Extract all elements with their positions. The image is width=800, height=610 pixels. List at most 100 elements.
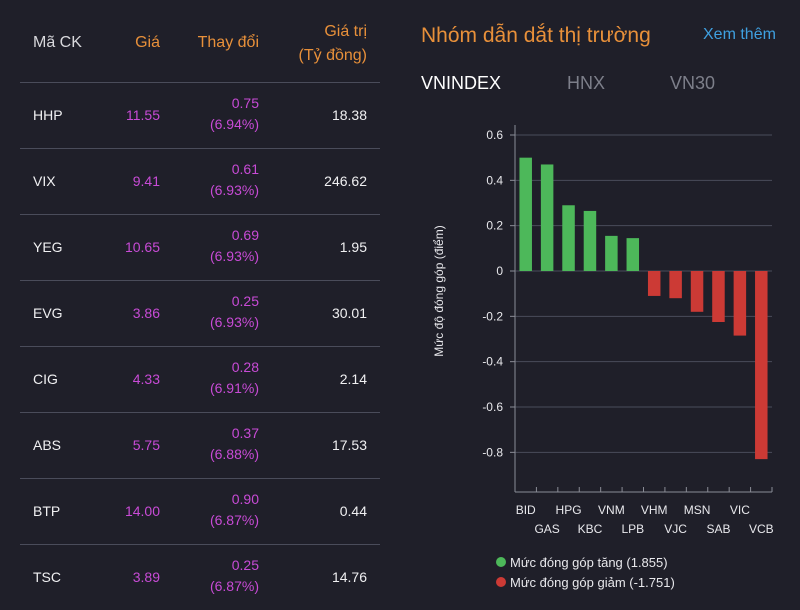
stock-code: HHP xyxy=(33,107,63,123)
bar-kbc[interactable] xyxy=(583,210,597,271)
green-dot-icon xyxy=(496,557,506,567)
change-percent: (6.93%) xyxy=(209,248,259,264)
table-row[interactable]: ABS 5.75 0.37 (6.88%) 17.53 xyxy=(20,413,380,479)
x-tick-label: LPB xyxy=(621,522,644,536)
bar-hpg[interactable] xyxy=(562,205,575,271)
contribution-chart: 0.6 0.4 0.2 0 -0.2 -0.4 -0.6 -0.8 Mức độ đóng gó… xyxy=(432,125,774,536)
bar-sab[interactable] xyxy=(712,271,725,322)
change-value: 0.69 xyxy=(231,227,259,243)
legend-label-decrease: Mức đóng góp giảm (-1.751) xyxy=(510,574,675,590)
stock-code: EVG xyxy=(33,305,63,321)
legend-label-increase: Mức đóng góp tăng (1.855) xyxy=(510,554,668,570)
stock-change: 0.25 (6.87%) xyxy=(210,555,259,597)
table-row[interactable]: VIX 9.41 0.61 (6.93%) 246.62 xyxy=(20,149,380,215)
trade-value: 2.14 xyxy=(339,371,367,387)
stock-code: ABS xyxy=(33,437,62,453)
x-tick-label: KBC xyxy=(578,522,603,536)
tab-vnindex[interactable]: VNINDEX xyxy=(421,73,502,93)
change-percent: (6.87%) xyxy=(209,512,259,528)
legend-item-increase[interactable]: Mức đóng góp tăng (1.855) xyxy=(496,552,675,572)
table-row[interactable]: EVG 3.86 0.25 (6.93%) 30.01 xyxy=(20,281,380,347)
header-code[interactable]: Mã CK xyxy=(33,34,82,51)
header-change[interactable]: Thay đổi xyxy=(197,34,259,51)
chart-legend: Mức đóng góp tăng (1.855) Mức đóng góp g… xyxy=(496,552,675,592)
bar-vhm[interactable] xyxy=(647,271,661,296)
header-value[interactable]: Giá trị (Tỷ đồng) xyxy=(299,20,367,68)
red-dot-icon xyxy=(496,577,506,587)
stock-price: 5.75 xyxy=(132,437,160,453)
change-value: 0.28 xyxy=(231,359,259,375)
x-tick-label: SAB xyxy=(706,522,730,536)
trade-value: 0.44 xyxy=(339,503,367,519)
bar-bid[interactable] xyxy=(519,157,532,271)
stock-change: 0.28 (6.91%) xyxy=(210,357,259,399)
stock-code: TSC xyxy=(33,569,61,585)
change-value: 0.90 xyxy=(231,491,259,507)
x-tick-label: VHM xyxy=(641,503,668,517)
stock-code: CIG xyxy=(33,371,58,387)
tab-hnx[interactable]: HNX xyxy=(567,73,606,93)
bar-vnm[interactable] xyxy=(605,235,618,271)
change-percent: (6.93%) xyxy=(209,182,259,198)
y-tick-label: -0.6 xyxy=(482,400,503,414)
x-tick-label: GAS xyxy=(534,522,559,536)
table-row[interactable]: HHP 11.55 0.75 (6.94%) 18.38 xyxy=(20,83,380,149)
header-value-line2: (Tỷ đồng) xyxy=(298,47,367,64)
change-value: 0.25 xyxy=(231,293,259,309)
change-value: 0.25 xyxy=(231,557,259,573)
x-tick-label: VNM xyxy=(598,503,625,517)
x-tick-label: BID xyxy=(516,503,536,517)
change-value: 0.75 xyxy=(231,95,259,111)
stock-change: 0.69 (6.93%) xyxy=(210,225,259,267)
change-value: 0.61 xyxy=(231,161,259,177)
x-tick-label: VJC xyxy=(664,522,687,536)
bar-vjc[interactable] xyxy=(669,271,682,299)
trade-value: 17.53 xyxy=(331,437,367,453)
stock-price: 14.00 xyxy=(124,503,160,519)
stock-price: 4.33 xyxy=(132,371,160,387)
stock-change: 0.75 (6.94%) xyxy=(210,93,259,135)
change-value: 0.37 xyxy=(231,425,259,441)
bar-lpb[interactable] xyxy=(626,238,640,271)
y-tick-label: 0 xyxy=(496,264,503,278)
stock-change: 0.37 (6.88%) xyxy=(210,423,259,465)
trade-value: 18.38 xyxy=(331,107,367,123)
stock-price: 3.89 xyxy=(132,569,160,585)
stock-table: Mã CK Giá Thay đổi Giá trị (Tỷ đồng) HHP… xyxy=(20,0,380,610)
stock-code: YEG xyxy=(33,239,63,255)
x-tick-label: MSN xyxy=(684,503,711,517)
bar-vcb[interactable] xyxy=(755,271,768,460)
bar-msn[interactable] xyxy=(690,271,704,312)
table-row[interactable]: TSC 3.89 0.25 (6.87%) 14.76 xyxy=(20,545,380,610)
y-tick-label: 0.6 xyxy=(486,128,503,142)
x-tick-label: VCB xyxy=(749,522,774,536)
bar-vic[interactable] xyxy=(733,271,747,336)
y-tick-label: 0.4 xyxy=(486,173,503,187)
tab-vn30[interactable]: VN30 xyxy=(670,73,716,93)
stock-price: 3.86 xyxy=(132,305,160,321)
change-percent: (6.93%) xyxy=(209,314,259,330)
stock-code: VIX xyxy=(33,173,56,189)
table-row[interactable]: CIG 4.33 0.28 (6.91%) 2.14 xyxy=(20,347,380,413)
header-value-line1: Giá trị xyxy=(324,23,367,40)
table-header: Mã CK Giá Thay đổi Giá trị (Tỷ đồng) xyxy=(20,0,380,83)
trade-value: 14.76 xyxy=(331,569,367,585)
trade-value: 246.62 xyxy=(324,173,367,189)
bar-gas[interactable] xyxy=(540,164,554,271)
x-tick-label: HPG xyxy=(556,503,582,517)
stock-change: 0.61 (6.93%) xyxy=(210,159,259,201)
legend-item-decrease[interactable]: Mức đóng góp giảm (-1.751) xyxy=(496,572,675,592)
see-more-link[interactable]: Xem thêm xyxy=(703,26,776,43)
stock-change: 0.25 (6.93%) xyxy=(210,291,259,333)
header-price[interactable]: Giá xyxy=(135,34,160,51)
trade-value: 30.01 xyxy=(331,305,367,321)
stock-price: 10.65 xyxy=(124,239,160,255)
trade-value: 1.95 xyxy=(339,239,367,255)
y-tick-label: -0.2 xyxy=(482,309,503,323)
table-row[interactable]: YEG 10.65 0.69 (6.93%) 1.95 xyxy=(20,215,380,281)
change-percent: (6.88%) xyxy=(209,446,259,462)
y-tick-label: -0.4 xyxy=(482,355,503,369)
table-row[interactable]: BTP 14.00 0.90 (6.87%) 0.44 xyxy=(20,479,380,545)
stock-change: 0.90 (6.87%) xyxy=(210,489,259,531)
stock-price: 9.41 xyxy=(132,173,160,189)
